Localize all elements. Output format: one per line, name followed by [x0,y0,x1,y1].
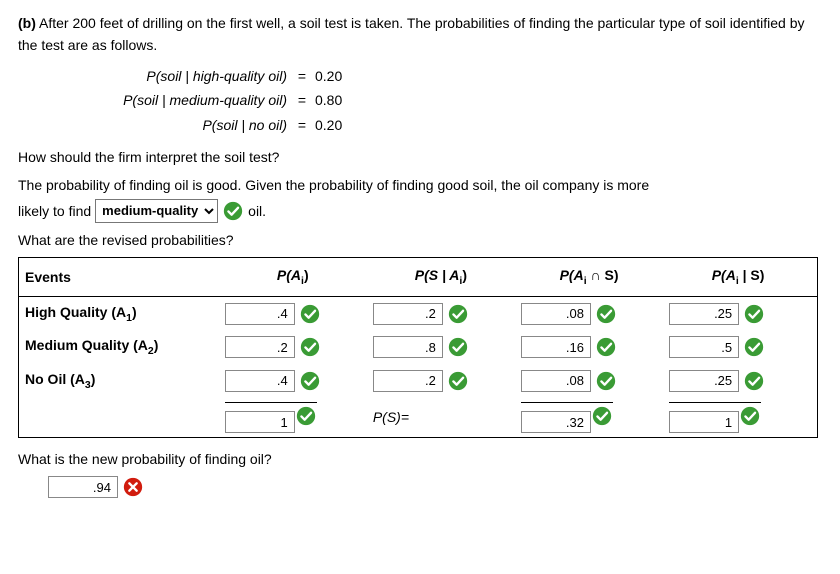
ps-label: P(S)= [373,409,409,425]
final-answer-input[interactable] [48,476,118,498]
prob-value: 0.20 [311,65,342,87]
check-icon [299,370,321,392]
check-icon [739,405,761,427]
event-label: High Quality (A1) [19,296,219,330]
equals: = [293,65,311,87]
interp-before: The probability of finding oil is good. … [18,174,649,196]
check-icon [743,303,765,325]
question-interpret: How should the firm interpret the soil t… [18,146,822,168]
cross-icon [122,476,144,498]
answer-input[interactable] [521,303,591,325]
problem-intro: (b) After 200 feet of drilling on the fi… [18,12,822,57]
answer-input[interactable] [669,303,739,325]
check-icon [595,336,617,358]
answer-input[interactable] [521,336,591,358]
check-icon [299,336,321,358]
interpret-answer-row2: likely to find medium-quality oil. [18,199,822,223]
interpret-answer-row: The probability of finding oil is good. … [18,174,822,196]
prob-line: P(soil | medium-quality oil) = 0.80 [58,89,822,111]
prob-value: 0.20 [311,114,342,136]
event-label: Medium Quality (A2) [19,330,219,364]
answer-input[interactable] [669,370,739,392]
check-icon [595,370,617,392]
col-psa: P(S | Ai) [367,258,515,297]
check-icon [447,370,469,392]
answer-input[interactable] [225,336,295,358]
answer-input[interactable] [225,411,295,433]
prob-label: P(soil | high-quality oil) [58,65,293,87]
conditional-probs: P(soil | high-quality oil) = 0.20 P(soil… [58,65,822,136]
check-icon [447,336,469,358]
table-header-row: Events P(Ai) P(S | Ai) P(Ai ∩ S) P(Ai | … [19,258,818,297]
final-answer-row [48,476,822,498]
col-pas: P(Ai ∩ S) [515,258,663,297]
answer-input[interactable] [669,336,739,358]
intro-text: After 200 feet of drilling on the first … [18,15,805,53]
col-pags: P(Ai | S) [663,258,817,297]
table-row: No Oil (A3) [19,364,818,398]
check-icon [743,370,765,392]
interp-after: oil. [248,200,266,222]
answer-input[interactable] [521,411,591,433]
equals: = [293,89,311,111]
check-icon [447,303,469,325]
col-pa: P(Ai) [219,258,367,297]
answer-input[interactable] [373,370,443,392]
answer-input[interactable] [373,303,443,325]
question-new-prob: What is the new probability of finding o… [18,448,822,470]
prob-line: P(soil | high-quality oil) = 0.20 [58,65,822,87]
check-icon [222,200,244,222]
event-label: No Oil (A3) [19,364,219,398]
part-label: (b) [18,15,36,31]
prob-line: P(soil | no oil) = 0.20 [58,114,822,136]
answer-input[interactable] [669,411,739,433]
check-icon [295,405,317,427]
prob-label: P(soil | medium-quality oil) [58,89,293,111]
answer-input[interactable] [373,336,443,358]
answer-input[interactable] [225,370,295,392]
table-total-row: P(S)= [19,398,818,438]
table-row: High Quality (A1) [19,296,818,330]
interp-prefix: likely to find [18,200,91,222]
prob-label: P(soil | no oil) [58,114,293,136]
equals: = [293,114,311,136]
table-row: Medium Quality (A2) [19,330,818,364]
check-icon [591,405,613,427]
answer-input[interactable] [521,370,591,392]
col-events: Events [19,258,219,297]
check-icon [595,303,617,325]
prob-value: 0.80 [311,89,342,111]
answer-input[interactable] [225,303,295,325]
question-revised: What are the revised probabilities? [18,229,822,251]
quality-select[interactable]: medium-quality [95,199,218,223]
probability-table: Events P(Ai) P(S | Ai) P(Ai ∩ S) P(Ai | … [18,257,818,438]
check-icon [743,336,765,358]
check-icon [299,303,321,325]
